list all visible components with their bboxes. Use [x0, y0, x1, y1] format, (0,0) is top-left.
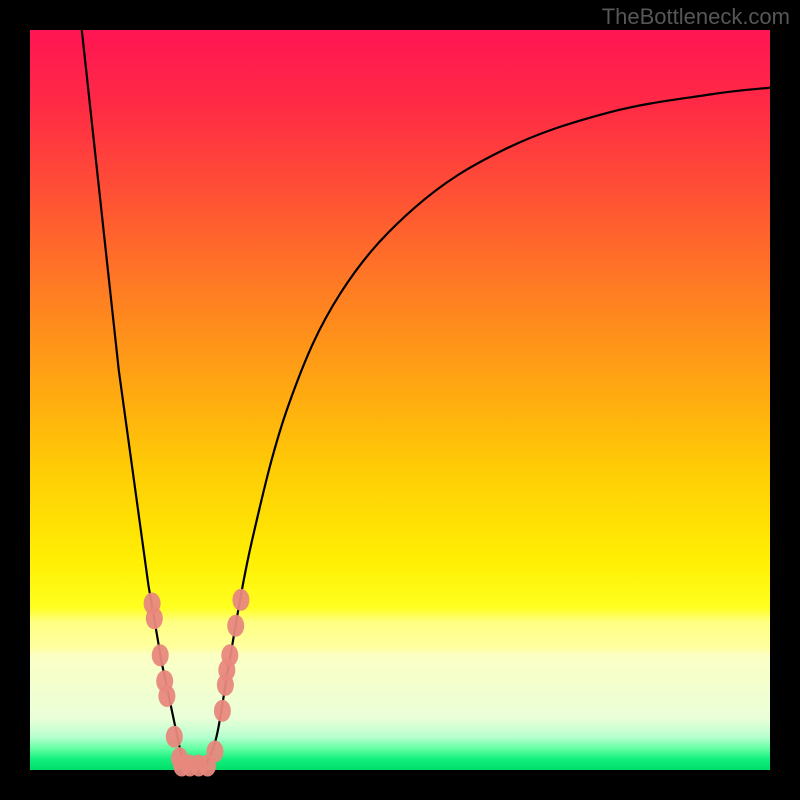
bottleneck-chart: TheBottleneck.com: [0, 0, 800, 800]
watermark-label: TheBottleneck.com: [602, 4, 790, 30]
chart-svg: [0, 0, 800, 800]
